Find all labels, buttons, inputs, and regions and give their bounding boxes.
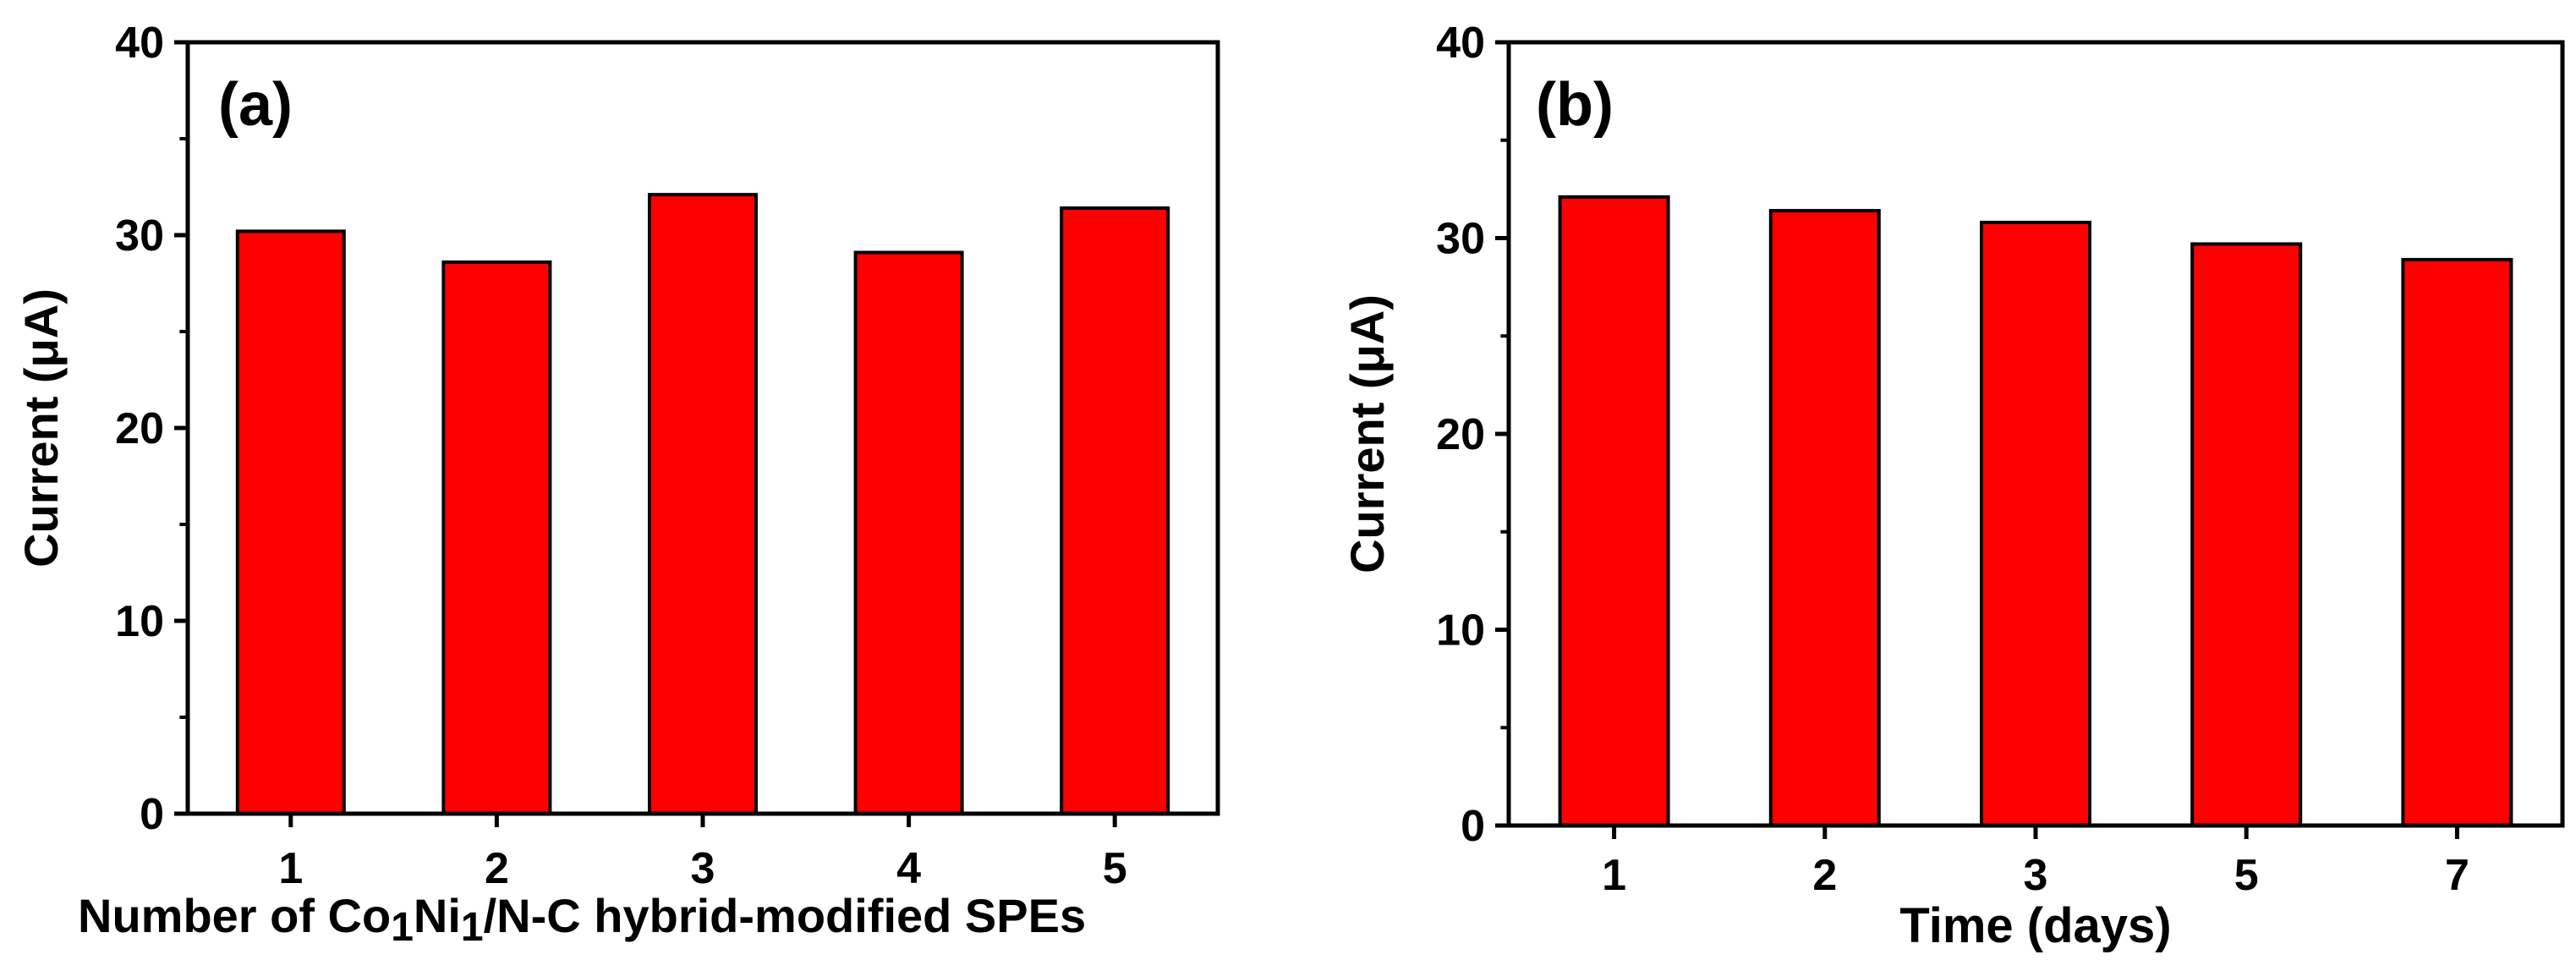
x-tick-label-a-2: 2: [485, 844, 509, 893]
y-tick-label-b-40: 40: [1436, 19, 1485, 68]
panel-b: 0 10 20 30 40 1 2 3 5 7 (b) Current (μA) Time (d…: [1340, 19, 2565, 953]
bar-a-2: [441, 260, 552, 816]
y-tick-label-b-30: 30: [1436, 215, 1485, 264]
panel-label-a: (a): [218, 71, 293, 139]
x-ticks-b: 1 2 3 5 7: [1602, 826, 2469, 900]
x-tick-label-a-1: 1: [278, 844, 303, 893]
x-axis-label-a-sub2: 1: [461, 905, 484, 950]
y-ticks-b: 0 10 20 30 40: [1436, 19, 1509, 851]
y-tick-label-a-30: 30: [115, 211, 164, 261]
bar-b-4: [2190, 242, 2303, 827]
y-tick-label-a-20: 20: [115, 404, 164, 453]
x-tick-label-b-3: 3: [2024, 851, 2048, 900]
panel-label-b: (b): [1536, 71, 1614, 139]
bar-a-3: [648, 193, 758, 815]
x-tick-label-a-4: 4: [896, 844, 921, 893]
y-tick-label-b-0: 0: [1461, 802, 1485, 851]
x-tick-label-a-5: 5: [1103, 844, 1127, 893]
x-tick-label-a-3: 3: [691, 844, 715, 893]
bar-b-1: [1558, 195, 1670, 827]
x-ticks-a: 1 2 3 4 5: [278, 814, 1127, 893]
y-tick-label-b-20: 20: [1436, 410, 1485, 459]
bars-b: [1558, 195, 2513, 828]
bars-a: [235, 193, 1170, 816]
x-tick-label-b-5: 7: [2445, 851, 2469, 900]
bar-b-2: [1768, 209, 1881, 827]
x-tick-label-b-1: 1: [1602, 851, 1626, 900]
x-axis-label-a: Number of Co1Ni1/N-C hybrid-modified SPE…: [78, 889, 1086, 950]
bar-b-5: [2401, 257, 2513, 827]
x-axis-label-a-part3: /N-C hybrid-modified SPEs: [484, 889, 1087, 942]
x-axis-label-b: Time (days): [1899, 898, 2171, 953]
x-tick-label-b-4: 5: [2234, 851, 2259, 900]
y-tick-label-a-40: 40: [115, 19, 164, 68]
y-axis-label-a: Current (μA): [14, 288, 68, 568]
bar-a-1: [235, 229, 346, 815]
y-tick-label-b-10: 10: [1436, 606, 1485, 656]
bar-b-3: [1980, 220, 2091, 828]
y-tick-label-a-0: 0: [140, 790, 164, 839]
y-ticks-a: 0 10 20 30 40: [115, 19, 188, 839]
x-axis-label-a-part1: Number of Co: [78, 889, 391, 942]
x-axis-label-a-sub1: 1: [391, 905, 414, 950]
x-tick-label-b-2: 2: [1812, 851, 1837, 900]
x-axis-label-a-part2: Ni: [414, 889, 461, 942]
y-tick-label-a-10: 10: [115, 597, 164, 646]
y-axis-label-b: Current (μA): [1340, 294, 1394, 573]
bar-a-4: [853, 250, 964, 815]
bar-a-5: [1060, 206, 1170, 815]
